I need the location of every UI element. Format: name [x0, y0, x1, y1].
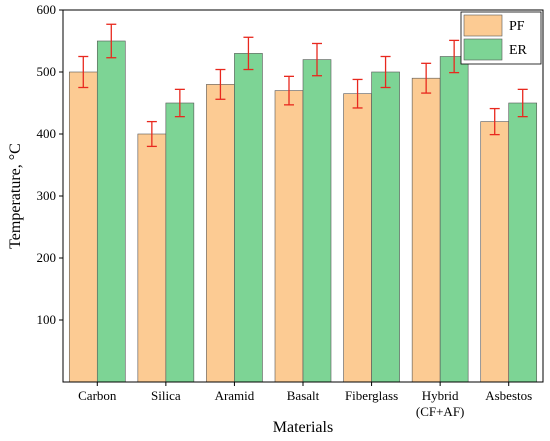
error-bar-er-0	[106, 23, 117, 59]
bar-pf-0	[68, 71, 98, 383]
error-bar-pf-2	[215, 68, 226, 100]
legend: PF ER	[460, 11, 542, 65]
bar-pf-3	[274, 90, 304, 383]
y-tick-label: 100	[37, 312, 57, 327]
error-bar-er-6	[517, 88, 528, 118]
bar-er-0	[96, 40, 126, 383]
bar-er-6	[508, 102, 538, 383]
legend-swatch-pf	[463, 14, 503, 37]
y-tick-label: 300	[37, 188, 57, 203]
error-bar-pf-0	[78, 55, 89, 89]
error-bar-er-4	[380, 55, 391, 89]
error-bar-er-2	[243, 36, 254, 71]
y-axis-title: Temperature, °C	[7, 143, 24, 249]
error-bar-pf-1	[146, 120, 157, 148]
legend-swatch-er	[463, 38, 503, 61]
bar-pf-6	[480, 121, 510, 383]
y-tick-label: 400	[37, 126, 57, 141]
bar-pf-1	[137, 133, 167, 383]
bar-er-2	[234, 53, 263, 383]
error-bar-er-3	[312, 42, 322, 77]
y-tick-label: 600	[37, 2, 57, 17]
x-tick-label: Aramid	[215, 388, 255, 403]
bars-layer	[68, 40, 538, 383]
x-tick-label: Basalt	[287, 388, 320, 403]
x-tick-label: Silica	[151, 388, 181, 403]
bar-er-5	[439, 56, 469, 383]
x-axis-title: Materials	[273, 419, 333, 436]
bar-pf-4	[343, 93, 372, 383]
x-tick-label: Carbon	[78, 388, 117, 403]
error-bar-pf-3	[284, 75, 294, 106]
y-tick-label: 500	[37, 64, 57, 79]
legend-label-er: ER	[509, 43, 528, 58]
y-tick-label: 200	[37, 250, 57, 265]
bar-pf-5	[411, 77, 441, 383]
bar-pf-2	[206, 84, 235, 383]
error-bar-pf-6	[489, 107, 500, 136]
error-bar-er-1	[174, 88, 185, 118]
y-axis-ticks: 100 200 300 400 500 600	[37, 2, 63, 327]
bar-er-3	[302, 59, 332, 383]
x-tick-label: Fiberglass	[345, 388, 398, 403]
x-tick-label: Hybrid (CF+AF)	[416, 388, 465, 419]
error-bars-layer	[78, 23, 528, 148]
x-axis-ticks: Carbon Silica Aramid Basalt Fiberglass Hybrid…	[78, 382, 532, 419]
error-bar-pf-4	[352, 78, 363, 109]
error-bar-er-5	[449, 39, 460, 74]
legend-label-pf: PF	[509, 19, 525, 34]
x-tick-label: Asbestos	[485, 388, 532, 403]
bar-er-1	[165, 102, 195, 383]
bar-er-4	[371, 71, 400, 383]
error-bar-pf-5	[421, 62, 432, 94]
